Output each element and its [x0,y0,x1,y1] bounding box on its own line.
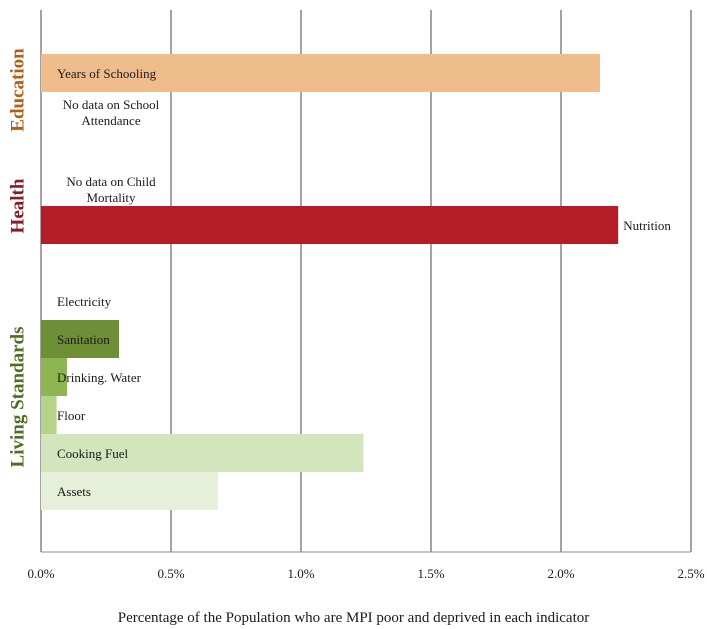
x-tick-label: 1.0% [287,566,314,581]
bar-label: Floor [57,408,86,423]
group-label: Living Standards [7,327,28,468]
mpi-bar-chart: 0.0% 0.5% 1.0% 1.5% 2.0% 2.5% Years of Schooli… [7,10,705,581]
bar-label: Assets [57,484,91,499]
x-tick-label: 2.0% [547,566,574,581]
no-data-note: No data on School [63,97,160,112]
x-tick-label: 0.0% [27,566,54,581]
bar [41,434,364,472]
x-axis-title: Percentage of the Population who are MPI… [117,610,590,626]
no-data-note: Attendance [81,113,140,128]
x-tick-label: 2.5% [677,566,704,581]
bar-label: Drinking. Water [57,370,142,385]
bar-label: Cooking Fuel [57,446,129,461]
bar-label: Nutrition [623,218,671,233]
bar-label: Electricity [57,294,112,309]
bar [41,320,119,358]
bar [41,206,619,244]
bar [41,54,600,92]
no-data-note: Mortality [86,190,136,205]
bar [41,472,218,510]
bar-label: Sanitation [57,332,110,347]
bar [41,396,57,434]
no-data-note: No data on Child [66,174,156,189]
group-label: Health [7,178,28,233]
x-tick-label: 1.5% [417,566,444,581]
bar-label: Years of Schooling [57,66,157,81]
x-tick-label: 0.5% [157,566,184,581]
bar [41,358,67,396]
group-label: Education [7,48,28,132]
